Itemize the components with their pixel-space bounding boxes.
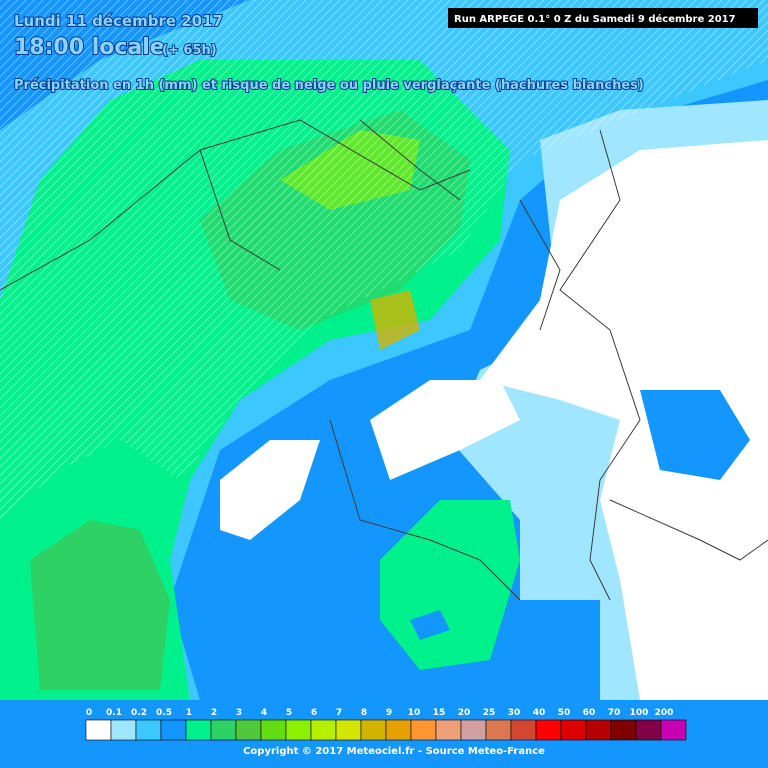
legend-swatch — [185, 719, 212, 741]
legend-swatch — [485, 719, 512, 741]
legend-label: 20 — [458, 708, 471, 718]
legend-swatch — [360, 719, 387, 741]
legend-label: 60 — [583, 708, 596, 718]
copyright: Copyright © 2017 Meteociel.fr - Source M… — [243, 746, 545, 757]
legend-swatch — [610, 719, 637, 741]
legend-label: 200 — [655, 708, 674, 718]
legend: 0 0.1 0.2 0.5 1 2 3 4 5 6 7 8 9 10 15 20 25 30 40 50 60 70 100… — [85, 708, 687, 741]
legend-label: 6 — [311, 708, 317, 718]
legend-swatch — [410, 719, 437, 741]
run-info: Run ARPEGE 0.1° 0 Z du Samedi 9 décembre… — [454, 13, 736, 25]
legend-label: 8 — [361, 708, 367, 718]
legend-label: 0.2 — [131, 708, 147, 718]
legend-swatch — [385, 719, 412, 741]
legend-label: 30 — [508, 708, 521, 718]
legend-label: 15 — [433, 708, 446, 718]
legend-swatch — [160, 719, 187, 741]
legend-swatch — [335, 719, 362, 741]
legend-label: 5 — [286, 708, 292, 718]
legend-swatch — [510, 719, 537, 741]
legend-swatch — [260, 719, 287, 741]
legend-label: 1 — [186, 708, 192, 718]
legend-label: 7 — [336, 708, 342, 718]
legend-swatch — [435, 719, 462, 741]
legend-label: 40 — [533, 708, 546, 718]
legend-swatch — [85, 719, 112, 741]
run-box — [448, 8, 758, 28]
legend-label: 4 — [261, 708, 267, 718]
legend-swatch — [635, 719, 662, 741]
date: Lundi 11 décembre 2017 — [14, 12, 223, 30]
legend-label: 9 — [386, 708, 392, 718]
legend-swatch — [560, 719, 587, 741]
legend-swatch — [310, 719, 337, 741]
legend-swatch — [535, 719, 562, 741]
legend-label: 0.5 — [156, 708, 172, 718]
legend-swatch — [660, 719, 687, 741]
legend-swatch — [210, 719, 237, 741]
description: Précipitation en 1h (mm) et risque de ne… — [14, 78, 644, 93]
legend-label: 100 — [630, 708, 649, 718]
legend-label: 10 — [408, 708, 421, 718]
legend-label: 25 — [483, 708, 496, 718]
legend-swatch — [135, 719, 162, 741]
legend-label: 50 — [558, 708, 571, 718]
time: 18:00 locale — [14, 35, 165, 60]
legend-swatch — [285, 719, 312, 741]
legend-label: 3 — [236, 708, 242, 718]
legend-label: 0 — [86, 708, 92, 718]
legend-swatch — [585, 719, 612, 741]
legend-swatch — [235, 719, 262, 741]
lead-time: (+ 65h) — [162, 43, 217, 58]
legend-swatch — [460, 719, 487, 741]
legend-label: 0.1 — [106, 708, 122, 718]
legend-label: 70 — [608, 708, 621, 718]
legend-label: 2 — [211, 708, 217, 718]
legend-swatch — [110, 719, 137, 741]
